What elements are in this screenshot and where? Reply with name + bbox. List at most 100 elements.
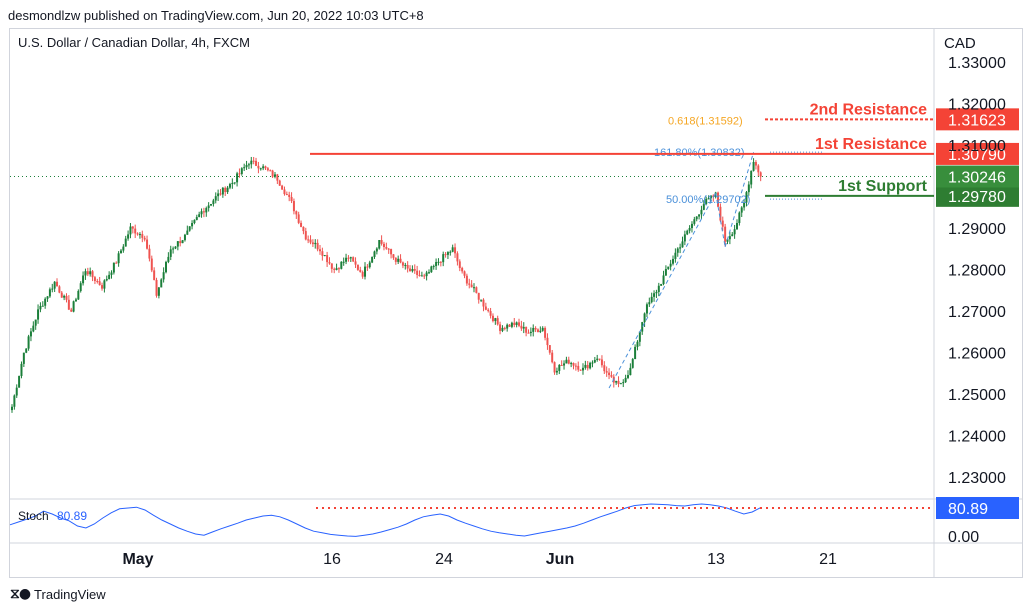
candle-body bbox=[160, 279, 163, 288]
candle-body bbox=[337, 268, 340, 270]
candle-body bbox=[757, 165, 760, 173]
candle-body bbox=[392, 254, 395, 258]
candle-body bbox=[506, 324, 509, 329]
candle-body bbox=[733, 229, 736, 235]
candle-body bbox=[366, 266, 369, 268]
candle-body bbox=[688, 228, 691, 231]
candle-body bbox=[250, 160, 253, 165]
candle-body bbox=[645, 304, 648, 314]
candle-body bbox=[638, 331, 641, 342]
candle-body bbox=[304, 231, 307, 240]
candle-body bbox=[238, 173, 241, 175]
candle-body bbox=[231, 182, 234, 185]
candle-body bbox=[581, 367, 584, 371]
candle-body bbox=[693, 219, 696, 224]
candle-body bbox=[56, 281, 59, 287]
candle-body bbox=[352, 257, 355, 262]
candle-body bbox=[266, 168, 269, 171]
stoch-value: 80.89 bbox=[57, 509, 87, 523]
candle-body bbox=[553, 362, 556, 373]
stoch-tag-text: 80.89 bbox=[948, 501, 988, 518]
candle-body bbox=[508, 324, 511, 327]
last-price-tag bbox=[936, 165, 1019, 188]
candle-body bbox=[404, 264, 407, 266]
candle-body bbox=[58, 286, 61, 293]
candle-body bbox=[664, 269, 667, 276]
candle-body bbox=[458, 261, 461, 269]
time-tick-label: Jun bbox=[546, 551, 574, 568]
candle-body bbox=[243, 167, 246, 169]
candle-body bbox=[750, 170, 753, 185]
candle-body bbox=[593, 359, 596, 363]
candle-body bbox=[319, 249, 321, 252]
candle-body bbox=[333, 268, 336, 270]
candle-body bbox=[482, 299, 485, 307]
stoch-value-tag bbox=[936, 497, 1019, 519]
candle-body bbox=[570, 363, 573, 365]
candle-body bbox=[368, 262, 371, 268]
candle-body bbox=[579, 369, 582, 371]
candle-body bbox=[247, 164, 250, 166]
candle-body bbox=[610, 375, 613, 377]
candle-body bbox=[195, 217, 198, 220]
candle-body bbox=[226, 187, 229, 193]
candle-body bbox=[93, 277, 96, 281]
candle-body bbox=[174, 246, 177, 249]
candle-body bbox=[657, 285, 660, 292]
candle-body bbox=[134, 228, 137, 234]
candle-body bbox=[700, 209, 703, 215]
candle-body bbox=[615, 380, 618, 383]
candle-body bbox=[499, 324, 502, 331]
candle-body bbox=[468, 283, 471, 285]
stochastic-panel: Stoch 80.89 80.89 0.00 bbox=[9, 497, 1019, 546]
candle-body bbox=[302, 226, 305, 232]
candle-body bbox=[496, 318, 499, 325]
candle-body bbox=[574, 365, 577, 367]
chart-frame[interactable] bbox=[9, 28, 1023, 578]
candle-body bbox=[186, 230, 189, 235]
candle-body bbox=[608, 372, 611, 376]
candle-body bbox=[527, 332, 530, 334]
fib-trend-line bbox=[724, 152, 755, 248]
time-axis: May 16 24 Jun 13 21 bbox=[122, 551, 837, 568]
candle-body bbox=[484, 306, 487, 310]
candle-body bbox=[176, 241, 179, 247]
candle-body bbox=[726, 239, 729, 242]
candle-body bbox=[361, 272, 364, 277]
candle-body bbox=[65, 295, 68, 300]
candle-body bbox=[449, 251, 452, 253]
candle-body bbox=[131, 226, 134, 229]
candle-body bbox=[387, 248, 390, 250]
candle-body bbox=[662, 275, 665, 285]
candle-body bbox=[165, 261, 167, 273]
candle-body bbox=[262, 166, 265, 169]
candle-body bbox=[162, 272, 165, 280]
candle-body bbox=[425, 272, 428, 277]
candle-body bbox=[491, 315, 494, 322]
candle-body bbox=[148, 248, 151, 259]
candle-body bbox=[586, 364, 589, 369]
candle-body bbox=[740, 207, 743, 213]
price-tick-label: 1.32000 bbox=[948, 97, 1006, 114]
price-tick-label: 1.31000 bbox=[948, 138, 1006, 155]
tradingview-logo-icon: ⧖● bbox=[10, 586, 31, 602]
candle-body bbox=[423, 275, 426, 277]
candle-body bbox=[22, 352, 25, 364]
fib-trend-line bbox=[715, 192, 726, 247]
price-tick-label: 1.28000 bbox=[948, 263, 1006, 280]
candles bbox=[10, 156, 934, 413]
candle-body bbox=[461, 268, 464, 272]
candle-body bbox=[380, 240, 383, 244]
candle-body bbox=[285, 194, 288, 196]
candle-body bbox=[183, 234, 186, 241]
candle-body bbox=[82, 275, 85, 284]
candle-body bbox=[641, 322, 644, 332]
candle-body bbox=[631, 359, 634, 368]
candle-body bbox=[617, 380, 620, 384]
candle-body bbox=[108, 274, 111, 280]
candle-body bbox=[690, 223, 693, 229]
candle-body bbox=[596, 358, 599, 360]
candle-body bbox=[721, 220, 724, 227]
candle-body bbox=[283, 189, 286, 195]
